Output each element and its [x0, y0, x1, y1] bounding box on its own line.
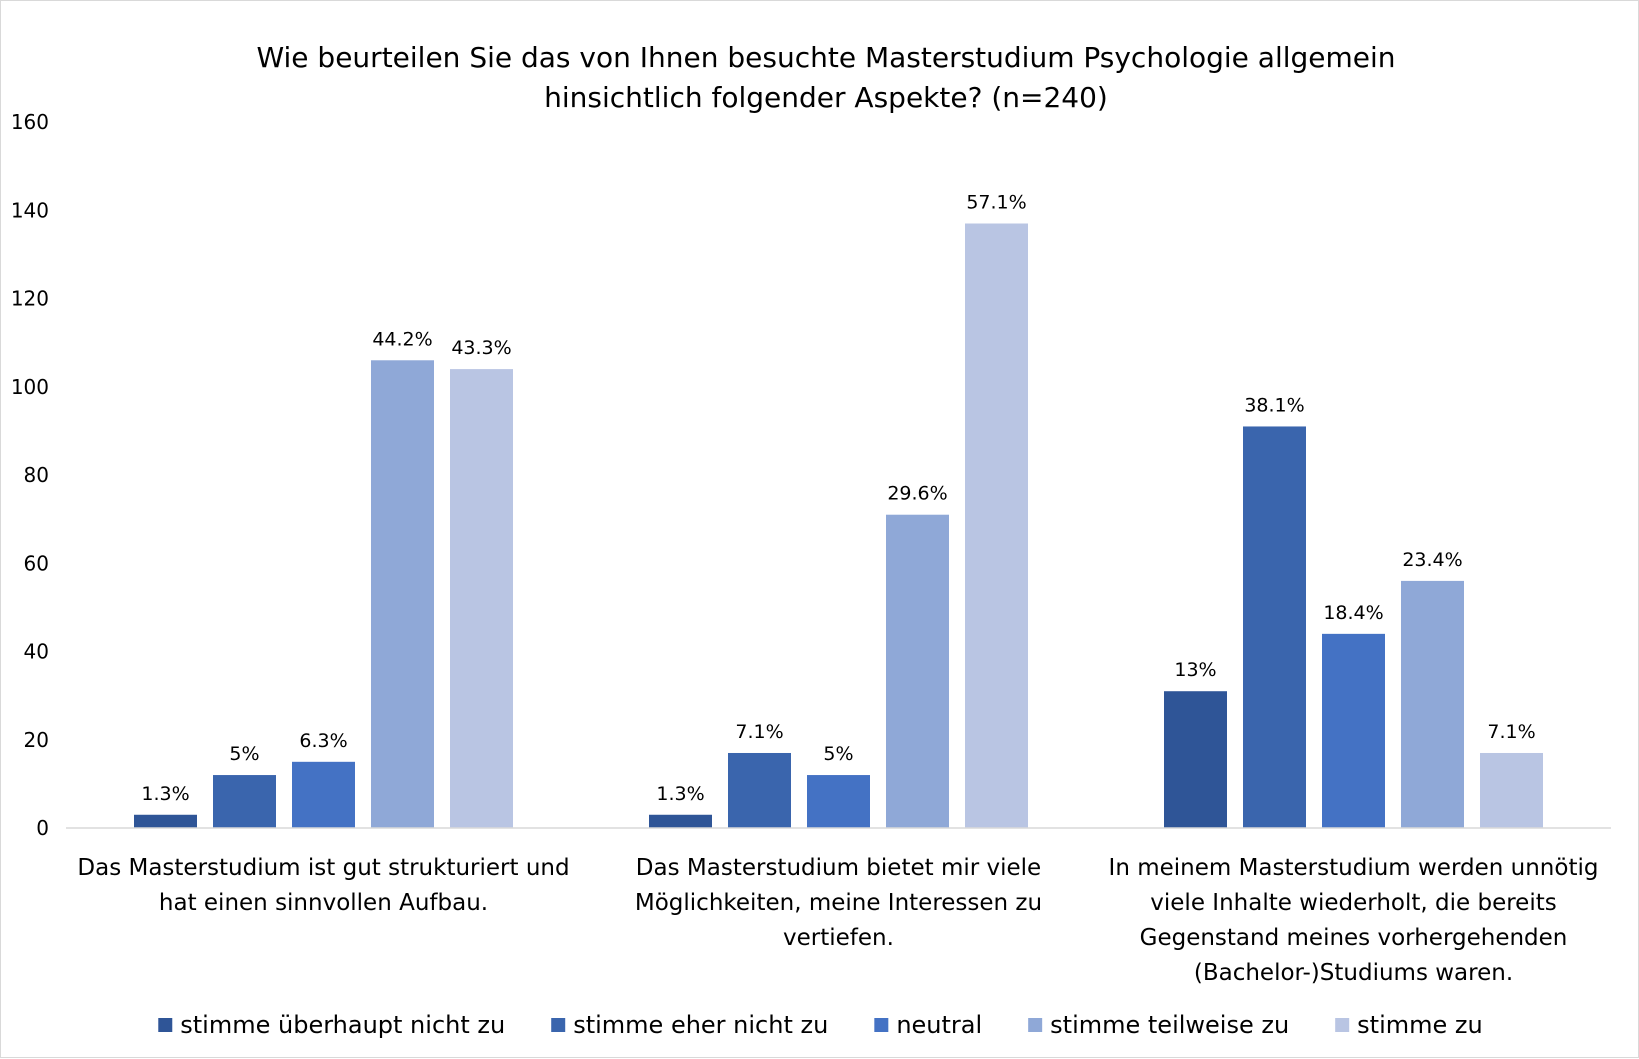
- bar: [1401, 581, 1464, 828]
- data-label: 43.3%: [451, 337, 511, 359]
- y-axis: 0 20 40 60 80 100 120 140 160: [11, 110, 49, 840]
- chart-title-line: hinsichtlich folgender Aspekte? (n=240): [544, 81, 1108, 114]
- bar: [886, 515, 949, 828]
- category-label: hat einen sinnvollen Aufbau.: [159, 890, 488, 916]
- legend: stimme überhaupt nicht zu stimme eher nic…: [158, 1011, 1482, 1039]
- data-label: 5%: [823, 743, 853, 765]
- legend-label: stimme eher nicht zu: [573, 1011, 828, 1039]
- chart-title-line: Wie beurteilen Sie das von Ihnen besucht…: [256, 41, 1395, 74]
- bar: [965, 223, 1028, 828]
- bar: [134, 815, 197, 828]
- category-label: vertiefen.: [783, 925, 894, 951]
- y-tick-label: 100: [11, 375, 49, 399]
- data-label: 6.3%: [299, 730, 347, 752]
- data-label: 5%: [229, 743, 259, 765]
- legend-item: stimme teilweise zu: [1028, 1011, 1289, 1039]
- bar: [1164, 691, 1227, 828]
- legend-label: stimme teilweise zu: [1050, 1011, 1289, 1039]
- y-tick-label: 120: [11, 287, 49, 311]
- legend-label: stimme zu: [1357, 1011, 1483, 1039]
- y-tick-label: 160: [11, 110, 49, 134]
- bar: [1480, 753, 1543, 828]
- x-axis: Das Masterstudium ist gut strukturiert u…: [66, 828, 1611, 986]
- category-label: Das Masterstudium bietet mir viele: [636, 855, 1041, 881]
- bar: [649, 815, 712, 828]
- bar: [1243, 426, 1306, 828]
- bar: [371, 360, 434, 828]
- data-label: 7.1%: [735, 721, 783, 743]
- y-tick-label: 0: [36, 816, 49, 840]
- legend-label: stimme überhaupt nicht zu: [180, 1011, 505, 1039]
- data-label: 1.3%: [141, 783, 189, 805]
- y-tick-label: 60: [24, 551, 49, 575]
- y-tick-label: 140: [11, 198, 49, 222]
- category-label: (Bachelor-)Studiums waren.: [1194, 960, 1513, 986]
- y-tick-label: 20: [24, 728, 49, 752]
- legend-item: neutral: [874, 1011, 982, 1039]
- category-label: In meinem Masterstudium werden unnötig: [1109, 855, 1599, 881]
- bars: 1.3% 5% 6.3% 44.2% 43.3% 1.3% 7.1% 5% 29.6% 57.1%…: [134, 191, 1543, 828]
- data-label: 38.1%: [1244, 394, 1304, 416]
- bar: [728, 753, 791, 828]
- bar: [450, 369, 513, 828]
- data-label: 13%: [1174, 659, 1216, 681]
- legend-swatch: [1028, 1018, 1042, 1032]
- legend-item: stimme eher nicht zu: [551, 1011, 828, 1039]
- data-label: 44.2%: [372, 328, 432, 350]
- legend-label: neutral: [896, 1011, 982, 1039]
- legend-item: stimme zu: [1335, 1011, 1483, 1039]
- legend-swatch: [551, 1018, 565, 1032]
- data-label: 18.4%: [1323, 602, 1383, 624]
- y-tick-label: 80: [24, 463, 49, 487]
- legend-item: stimme überhaupt nicht zu: [158, 1011, 505, 1039]
- category-label: Das Masterstudium ist gut strukturiert u…: [77, 855, 569, 881]
- data-label: 29.6%: [887, 483, 947, 505]
- data-label: 7.1%: [1487, 721, 1535, 743]
- bar: [292, 762, 355, 828]
- category-label: Möglichkeiten, meine Interessen zu: [635, 890, 1042, 916]
- bar: [807, 775, 870, 828]
- data-label: 57.1%: [966, 191, 1026, 213]
- legend-swatch: [874, 1018, 888, 1032]
- bar: [1322, 634, 1385, 828]
- data-label: 1.3%: [656, 783, 704, 805]
- chart-title: Wie beurteilen Sie das von Ihnen besucht…: [256, 41, 1395, 114]
- category-label: Gegenstand meines vorhergehenden: [1140, 925, 1568, 951]
- legend-swatch: [158, 1018, 172, 1032]
- data-label: 23.4%: [1402, 549, 1462, 571]
- bar: [213, 775, 276, 828]
- y-tick-label: 40: [24, 640, 49, 664]
- legend-swatch: [1335, 1018, 1349, 1032]
- category-label: viele Inhalte wiederholt, die bereits: [1150, 890, 1556, 916]
